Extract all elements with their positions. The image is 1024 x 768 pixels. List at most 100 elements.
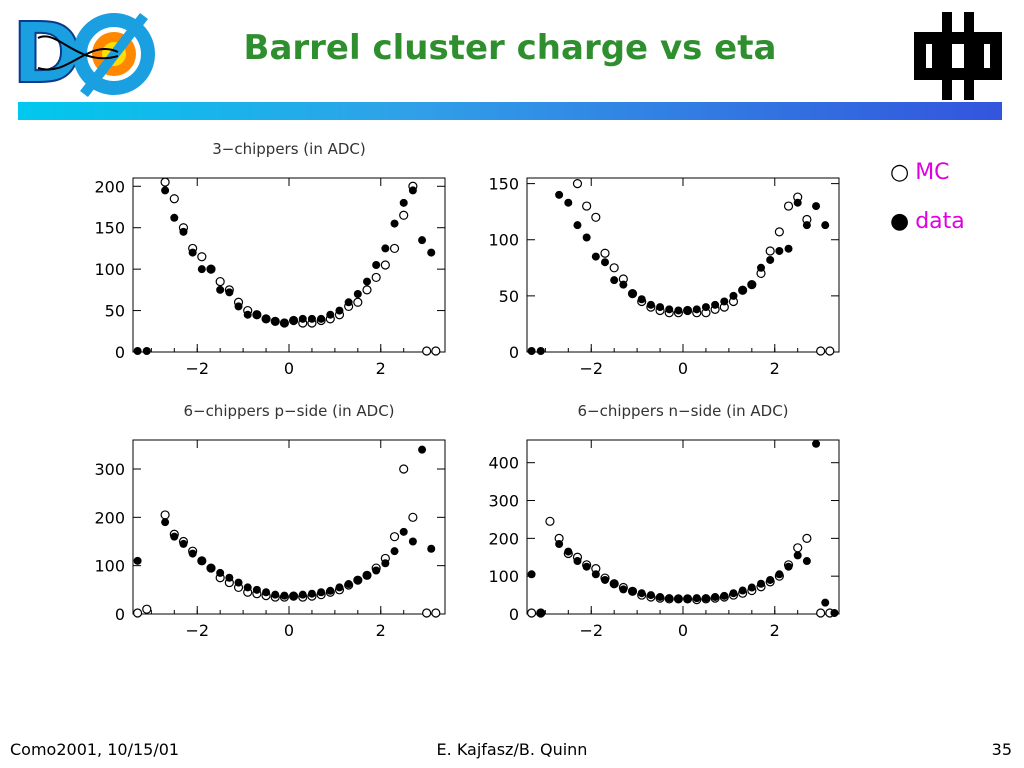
data-point <box>527 570 536 579</box>
y-tick-label: 150 <box>94 219 125 238</box>
legend-label-mc: MC <box>915 160 950 185</box>
data-point <box>170 532 179 541</box>
x-tick-label: 0 <box>284 359 294 378</box>
data-point <box>234 578 243 587</box>
y-tick-label: 0 <box>509 605 519 624</box>
legend: ○ MC ● data <box>890 160 965 258</box>
mc-point <box>825 346 835 356</box>
data-point <box>729 589 738 598</box>
legend-label-data: data <box>915 209 965 234</box>
data-point <box>656 303 665 312</box>
data-point <box>326 310 335 319</box>
x-tick-label: −2 <box>185 621 209 640</box>
data-point <box>536 609 545 617</box>
mc-point <box>816 346 826 356</box>
data-point <box>271 590 280 599</box>
data-point <box>619 585 628 594</box>
data-point <box>591 570 600 579</box>
slide-title: Barrel cluster charge vs eta <box>243 28 777 68</box>
data-point <box>335 306 344 315</box>
data-point <box>363 277 371 286</box>
mc-point <box>132 608 143 618</box>
data-point <box>344 580 353 589</box>
data-point <box>243 583 252 592</box>
data-point <box>729 291 738 300</box>
data-point <box>390 547 399 556</box>
y-tick-label: 0 <box>509 343 519 362</box>
data-point <box>280 591 289 600</box>
plot-panel-2: −2 0 2 0 50 100 150 <box>488 175 840 378</box>
x-tick-label: −2 <box>579 359 603 378</box>
x-tick-label: 0 <box>678 621 688 640</box>
mc-point <box>389 243 400 254</box>
data-point <box>317 314 326 323</box>
data-point <box>170 213 179 222</box>
mc-point <box>765 246 775 256</box>
data-point <box>701 303 710 312</box>
data-point <box>564 547 573 556</box>
data-point <box>188 549 197 558</box>
mc-point <box>783 201 794 211</box>
data-point <box>692 305 701 314</box>
data-point <box>720 591 729 600</box>
data-point <box>601 575 609 584</box>
data-point <box>179 227 188 236</box>
plot-frame <box>526 439 840 615</box>
data-point <box>646 591 655 600</box>
data-point <box>720 297 729 306</box>
data-point <box>399 198 408 207</box>
data-point <box>812 439 821 448</box>
footer-authors: E. Kajfasz/B. Quinn <box>436 740 588 759</box>
data-point <box>747 280 756 289</box>
data-point <box>161 186 170 195</box>
mc-point <box>422 608 432 618</box>
data-point <box>225 288 234 297</box>
data-point <box>656 592 665 601</box>
mc-point <box>526 608 537 618</box>
data-point <box>601 258 609 267</box>
data-point <box>573 557 582 566</box>
data-point <box>674 306 683 315</box>
data-point <box>610 276 619 285</box>
data-point <box>335 583 344 592</box>
data-point <box>179 539 188 548</box>
mc-point <box>389 532 400 542</box>
data-point <box>289 316 298 325</box>
data-point <box>408 186 417 195</box>
mc-point <box>169 194 179 204</box>
mc-point <box>142 604 152 614</box>
data-point <box>399 527 408 536</box>
mc-point <box>774 227 784 237</box>
data-point <box>536 347 545 355</box>
data-point <box>381 244 390 253</box>
data-point <box>427 544 436 553</box>
data-point <box>784 562 793 571</box>
data-point <box>317 588 326 597</box>
data-point <box>225 573 234 582</box>
mc-point <box>399 210 409 220</box>
data-point <box>142 347 151 355</box>
y-tick-label: 100 <box>94 557 125 576</box>
data-point <box>775 570 784 579</box>
data-point <box>738 586 747 595</box>
data-point <box>133 347 142 355</box>
data-point <box>683 306 692 315</box>
data-point <box>738 286 747 295</box>
data-point <box>372 261 381 269</box>
data-point <box>307 589 316 598</box>
data-point <box>555 540 564 549</box>
y-tick-label: 200 <box>488 529 519 548</box>
mc-point <box>160 177 170 187</box>
plot-panel-4: 6−chippers n−side (in ADC) −2 0 2 0 100 200 300… <box>488 402 840 640</box>
y-tick-label: 200 <box>94 177 125 196</box>
data-point <box>582 562 591 571</box>
data-point <box>766 575 775 584</box>
mc-point <box>431 608 441 618</box>
title-bar <box>18 102 1002 120</box>
d0-logo: D <box>11 8 155 100</box>
footer-page-number: 35 <box>991 740 1012 759</box>
legend-item-data: ● data <box>890 209 965 234</box>
data-point <box>692 594 701 603</box>
mc-point <box>609 263 619 273</box>
